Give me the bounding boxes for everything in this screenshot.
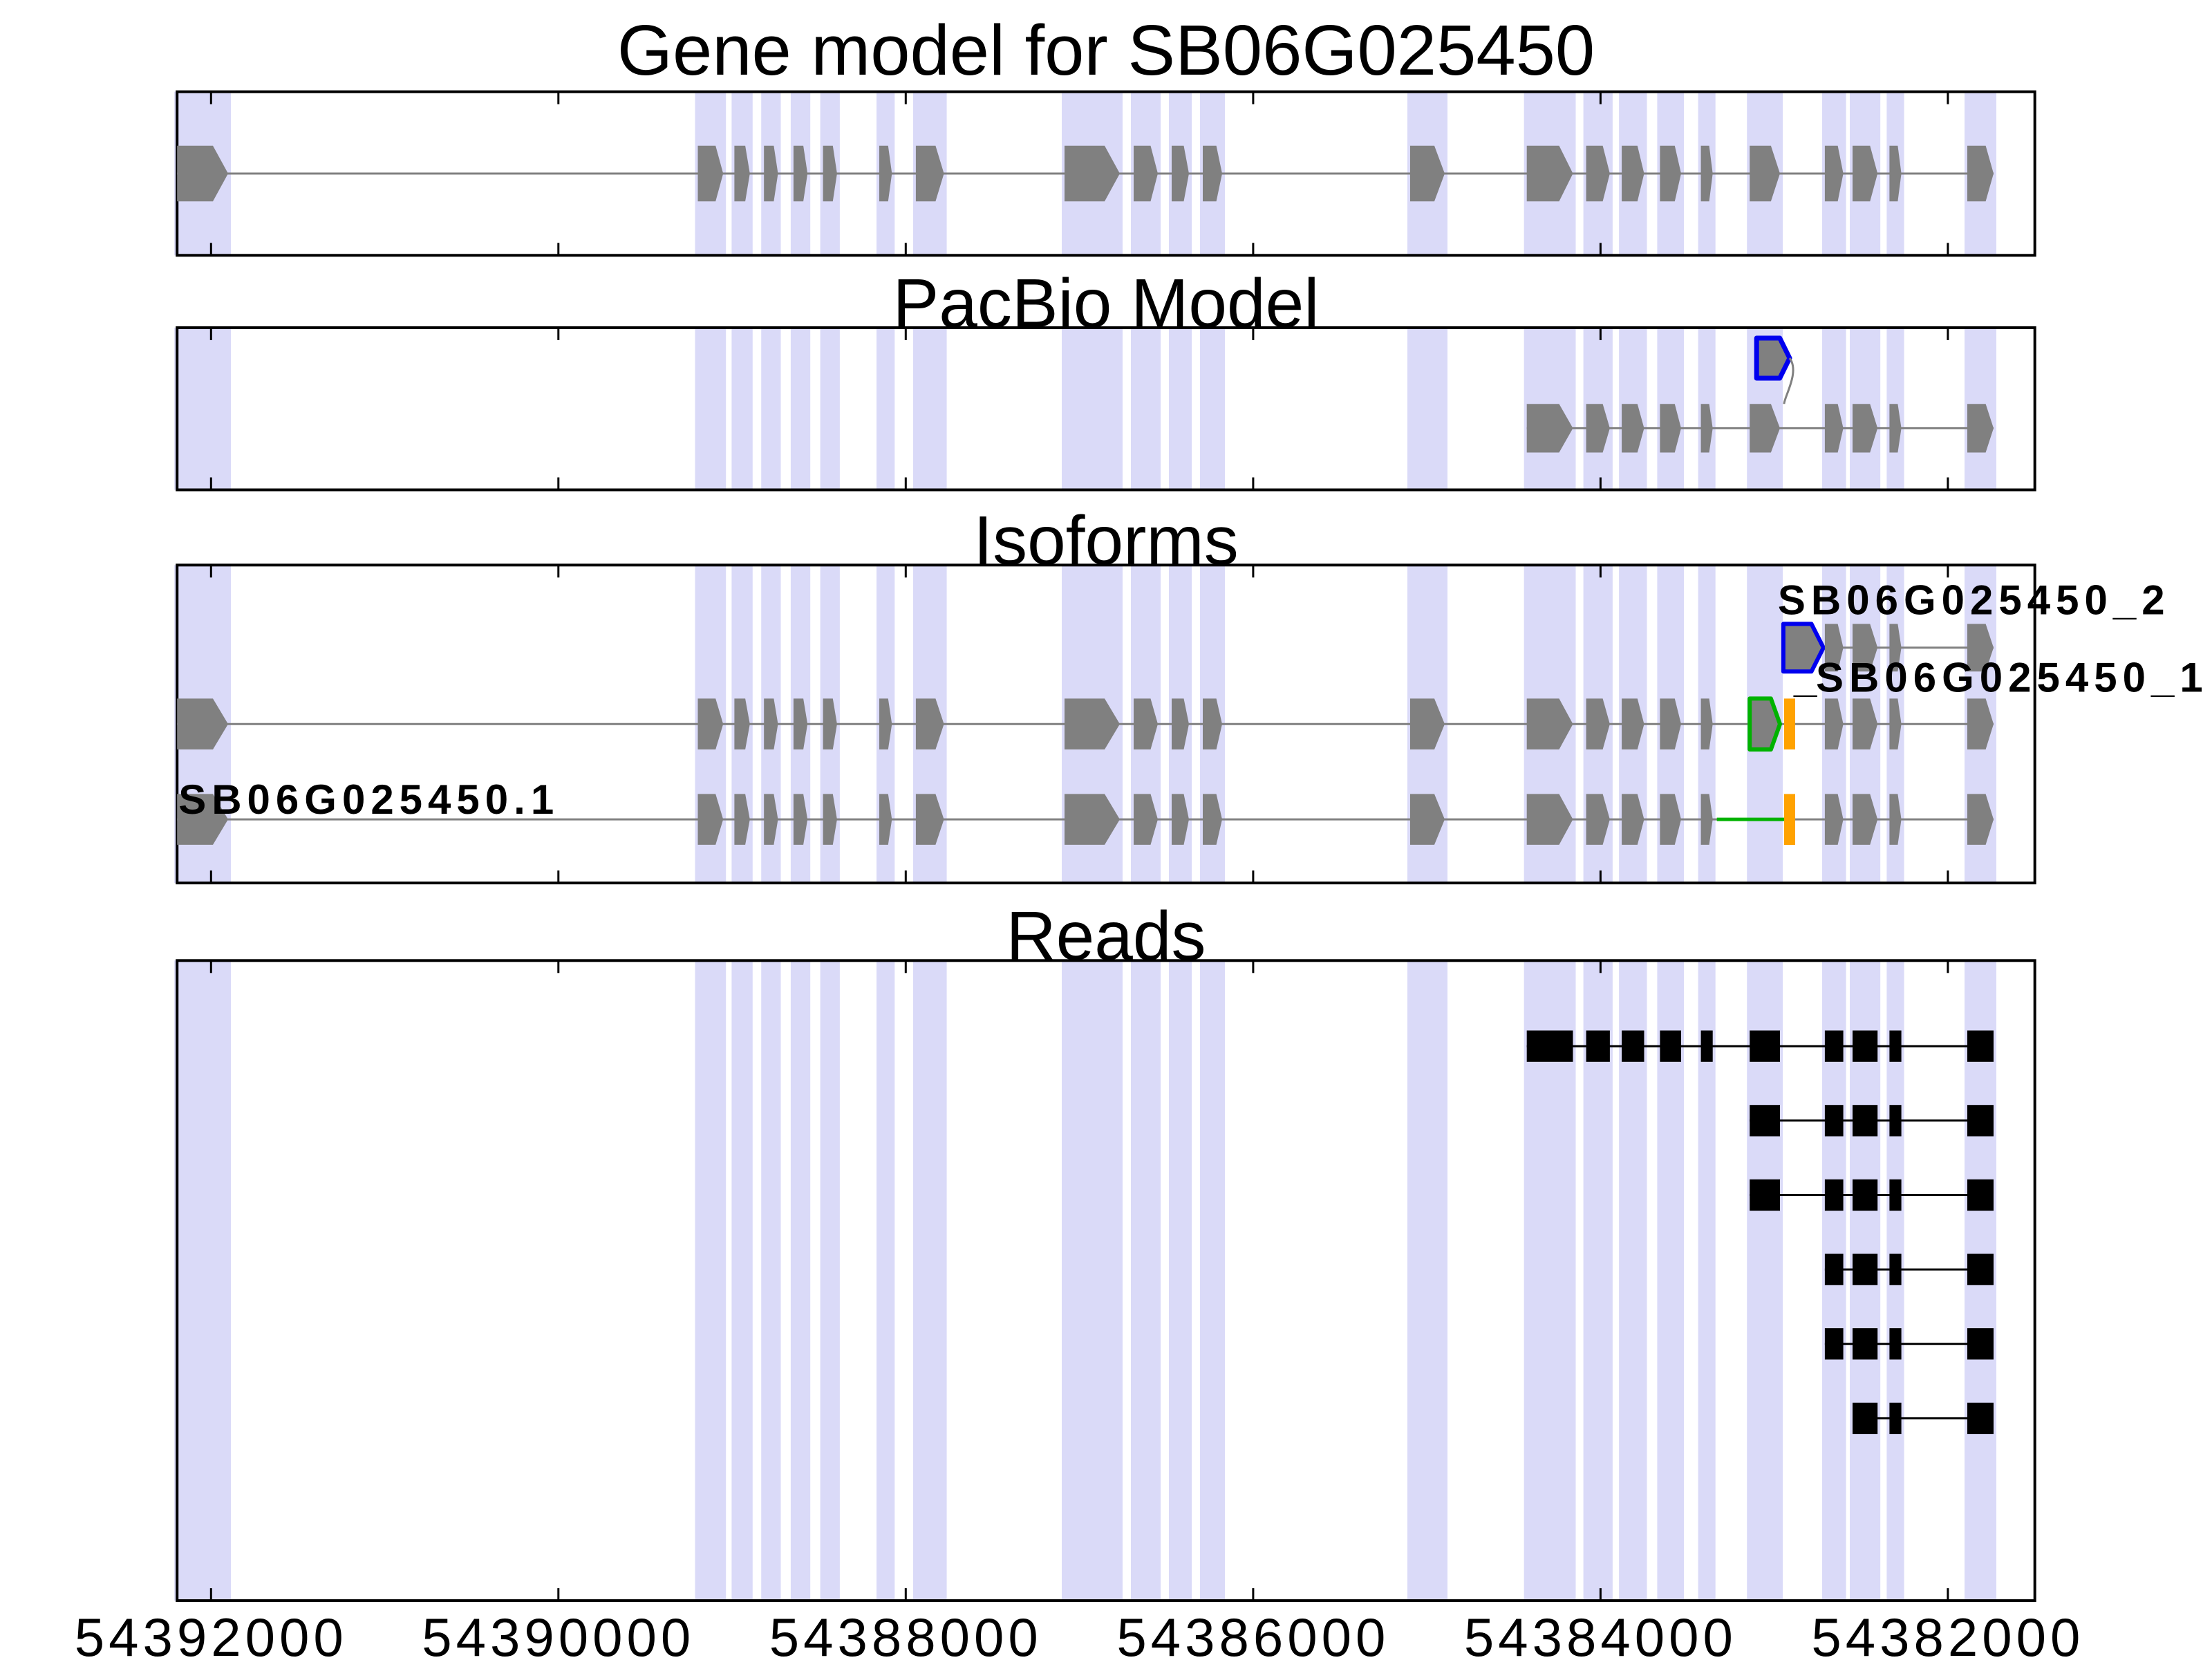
svg-text:_: _ xyxy=(1793,654,1822,700)
svg-text:SB06G025450_2: SB06G025450_2 xyxy=(1778,577,2171,623)
svg-text:SB06G025450.1: SB06G025450.1 xyxy=(178,776,559,823)
svg-text:SB06G025450_1: SB06G025450_1 xyxy=(1816,654,2209,700)
